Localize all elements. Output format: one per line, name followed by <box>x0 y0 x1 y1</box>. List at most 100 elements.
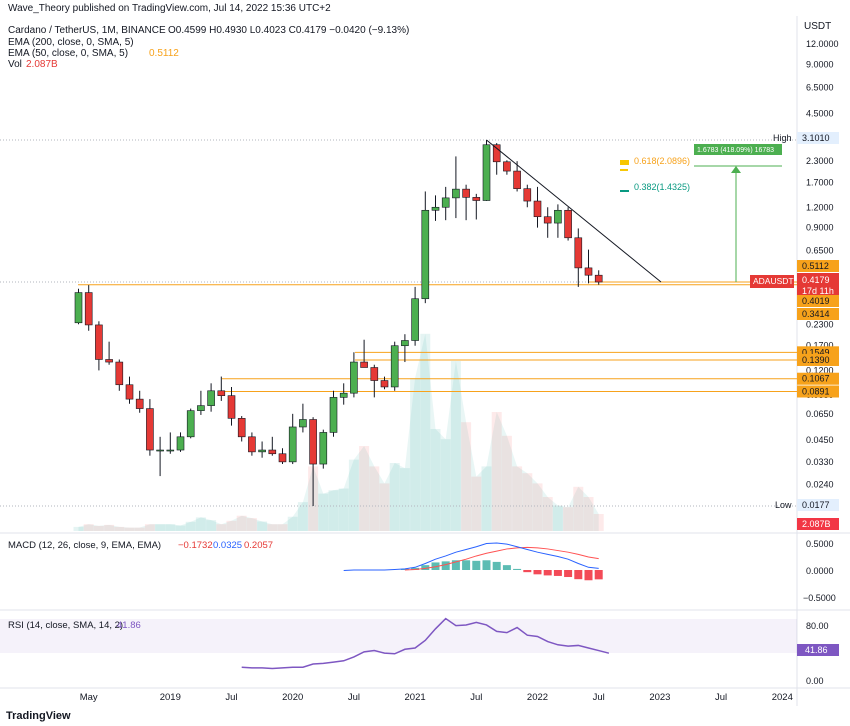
time-label-7: 2022 <box>527 692 548 703</box>
chart-stage[interactable]: Cardano / TetherUS, 1M, BINANCE O0.4599 … <box>0 16 850 706</box>
macd-hist-32 <box>400 568 409 570</box>
volume-bar-14 <box>216 524 227 531</box>
fib-618-marker <box>620 160 629 165</box>
candle-body-4 <box>115 361 124 386</box>
candle-body-31 <box>390 345 399 388</box>
volume-bar-21 <box>287 516 298 531</box>
price-tick-2: 6.5000 <box>806 83 834 93</box>
volume-bar-33 <box>410 378 421 531</box>
legend-vol: Vol <box>8 59 22 70</box>
last-price: 0.4179 <box>802 275 830 285</box>
volume-bar-24 <box>318 493 329 531</box>
axis-title: USDT <box>804 21 831 32</box>
price-tick-13: 0.0650 <box>806 409 834 419</box>
macd-signal-line <box>404 546 599 571</box>
candle-body-19 <box>268 449 277 455</box>
support-badge-5 <box>797 385 839 398</box>
macd-hist-35 <box>431 562 440 570</box>
volume-bar-2 <box>93 525 104 531</box>
macd-hist-51 <box>594 570 603 580</box>
candle-body-21 <box>288 426 297 463</box>
candle-body-6 <box>135 398 144 409</box>
fib-618-label: 0.618(2.0896) <box>634 156 690 166</box>
macd-hist-48 <box>564 570 573 578</box>
time-label-0: May <box>80 692 98 703</box>
macd-label: MACD (12, 26, close, 9, EMA, EMA) <box>8 540 161 551</box>
price-tick-16: 0.0240 <box>806 479 834 489</box>
candle-body-51 <box>594 274 603 283</box>
price-tick-11: 0.1200 <box>806 365 834 375</box>
high-label: High <box>773 133 792 143</box>
legend-symbol: Cardano / TetherUS, 1M, BINANCE <box>8 25 166 36</box>
support-badge-4 <box>797 372 839 385</box>
candle-body-35 <box>431 206 440 211</box>
volume-bar-3 <box>104 524 115 531</box>
volume-bar-29 <box>369 466 380 531</box>
candle-body-13 <box>207 390 215 406</box>
legend-ema50: EMA (50, close, 0, SMA, 5) <box>8 48 128 59</box>
volume-bar-19 <box>267 524 278 531</box>
macd-hist-33 <box>411 567 420 570</box>
candle-body-17 <box>248 436 256 453</box>
price-tick-1: 9.0000 <box>806 60 834 70</box>
volume-bar-0 <box>73 526 84 531</box>
measure-box <box>694 144 782 155</box>
candle-body-47 <box>554 209 562 224</box>
candle-body-10 <box>176 436 185 451</box>
volume-bar-35 <box>430 429 441 531</box>
volume-layer <box>73 333 604 531</box>
support-badge-3 <box>797 353 839 366</box>
vol-badge-value: 2.087B <box>802 519 831 529</box>
volume-area <box>78 333 599 531</box>
support-badge-value-2: 0.1549 <box>802 347 830 357</box>
rsi-band <box>0 619 797 653</box>
candle-body-18 <box>258 449 266 453</box>
candle-body-3 <box>105 359 113 363</box>
rsi-badge-value: 41.86 <box>805 645 828 655</box>
candle-body-32 <box>401 340 409 347</box>
volume-bar-8 <box>155 524 166 531</box>
time-label-10: Jul <box>715 692 727 703</box>
legend-ema50-value: 0.5112 <box>149 48 179 59</box>
macd-value-3: 0.2057 <box>244 540 273 551</box>
volume-bar-10 <box>175 525 186 531</box>
fib-382-marker <box>620 190 629 192</box>
macd-hist-45 <box>533 570 542 575</box>
volume-bar-40 <box>481 466 492 531</box>
volume-bar-51 <box>593 514 604 531</box>
fib-382-label: 0.382(1.4325) <box>634 182 690 192</box>
macd-hist-36 <box>441 561 450 570</box>
candle-body-43 <box>513 170 521 189</box>
volume-bar-25 <box>328 490 339 531</box>
candle-body-44 <box>523 188 532 202</box>
candle-body-20 <box>278 453 287 463</box>
volume-bar-34 <box>420 333 431 531</box>
candles-layer <box>74 140 603 506</box>
measure-arrow-head <box>731 166 741 173</box>
candle-body-33 <box>411 298 419 341</box>
candle-body-5 <box>125 384 134 400</box>
time-label-5: 2021 <box>405 692 426 703</box>
low-label: Low <box>775 500 792 510</box>
macd-hist-46 <box>543 570 552 576</box>
volume-bar-41 <box>491 412 502 531</box>
candle-body-46 <box>543 216 552 224</box>
horizontal-levels <box>0 139 797 507</box>
volume-bar-45 <box>532 483 543 531</box>
volume-bar-6 <box>134 527 145 531</box>
rsi-tick-0: 0.00 <box>806 676 824 686</box>
candle-body-7 <box>146 408 154 451</box>
volume-bar-48 <box>563 507 574 531</box>
candle-body-36 <box>441 197 450 208</box>
macd-hist-42 <box>502 565 511 570</box>
price-chart[interactable]: Cardano / TetherUS, 1M, BINANCE O0.4599 … <box>0 16 850 706</box>
volume-bar-11 <box>185 521 196 531</box>
macd-hist-37 <box>451 560 460 570</box>
time-label-1: 2019 <box>160 692 181 703</box>
candle-body-24 <box>319 432 328 465</box>
time-label-8: Jul <box>593 692 605 703</box>
volume-bar-39 <box>471 476 482 531</box>
candle-body-37 <box>452 188 460 199</box>
publisher-text: Wave_Theory published on TradingView.com… <box>8 3 331 14</box>
candle-body-26 <box>339 392 348 398</box>
